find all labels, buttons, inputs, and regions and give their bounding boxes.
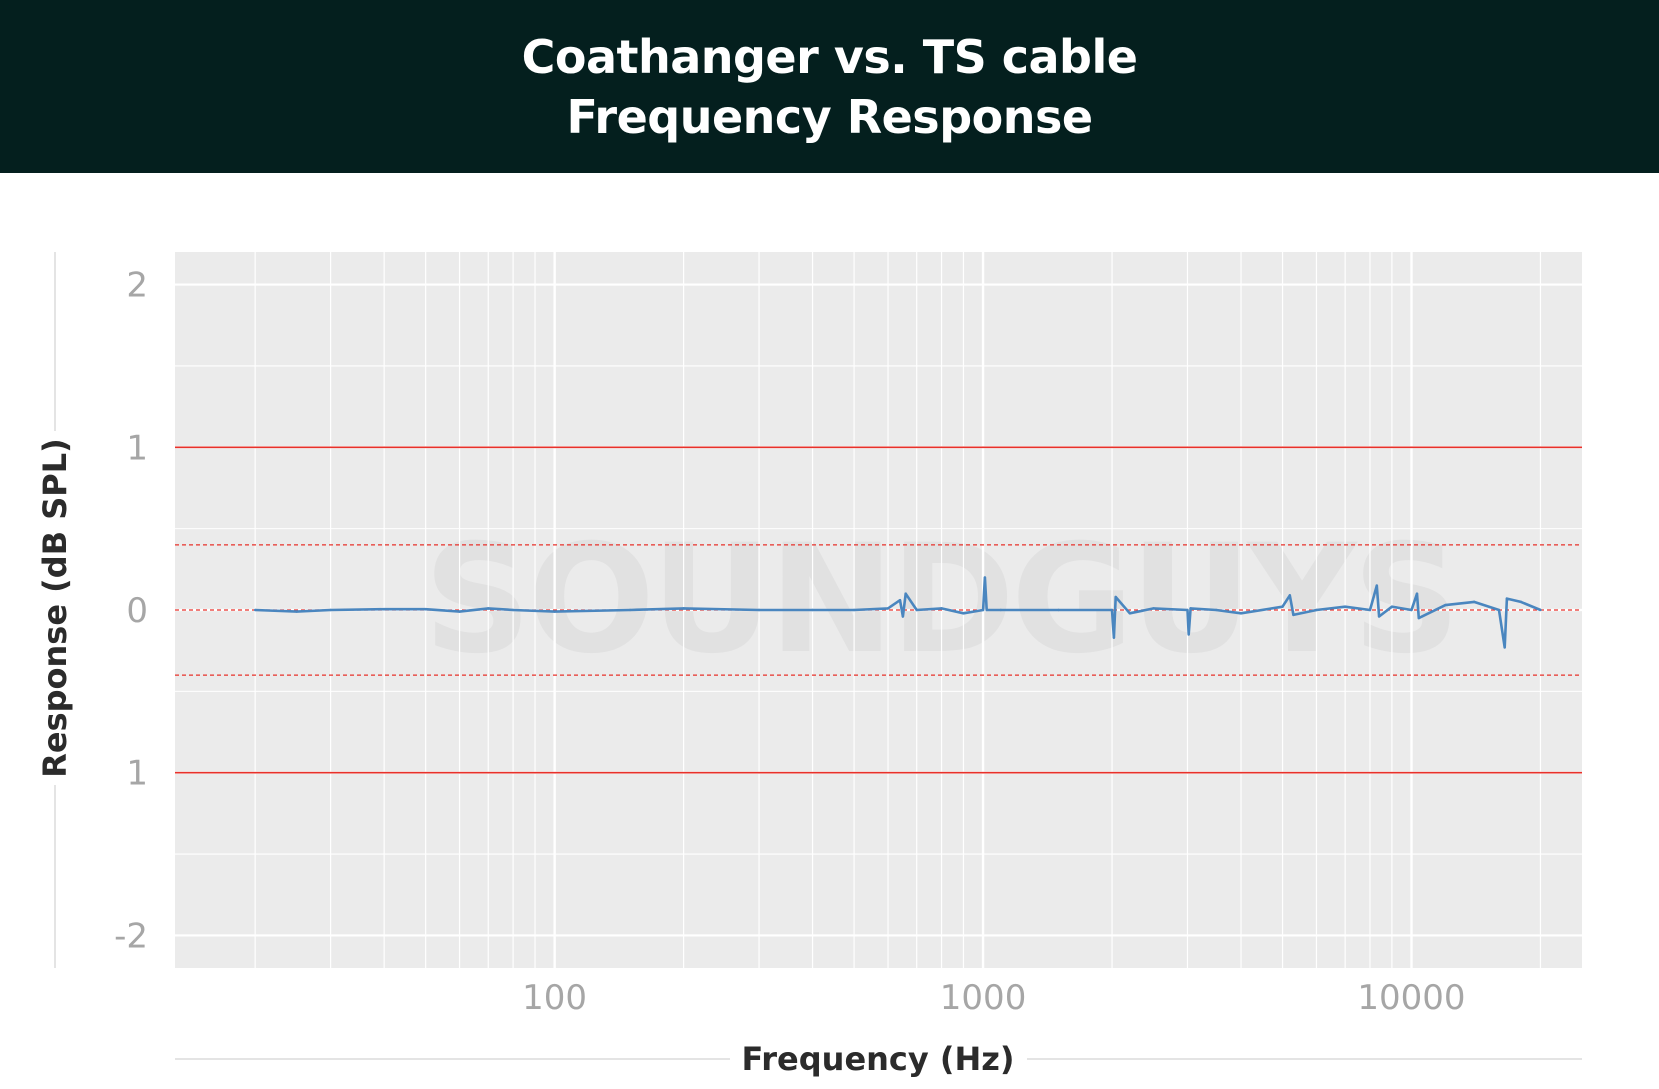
data-point — [962, 612, 965, 615]
data-point — [757, 608, 761, 612]
data-point — [487, 607, 490, 610]
data-point — [511, 608, 515, 612]
data-point — [898, 599, 902, 602]
data-point — [940, 607, 943, 610]
data-point — [382, 607, 386, 611]
data-point — [1505, 597, 1509, 600]
data-point — [1239, 612, 1243, 615]
data-point — [1390, 605, 1394, 608]
y-tick-labels: 2 1 0 1 -2 — [114, 266, 148, 957]
chart-header: Coathanger vs. TS cable Frequency Respon… — [0, 0, 1659, 173]
data-point — [852, 608, 856, 612]
x-axis-title: Frequency (Hz) — [741, 1040, 1014, 1078]
data-point — [1497, 608, 1501, 612]
data-point — [1539, 608, 1542, 612]
data-point — [1292, 613, 1295, 617]
data-point — [811, 608, 814, 612]
data-point — [1343, 605, 1347, 608]
data-point — [1503, 646, 1506, 649]
data-point — [1114, 595, 1117, 599]
series-group — [253, 576, 1542, 649]
data-point — [915, 608, 918, 612]
data-point — [981, 608, 985, 612]
frequency-response-chart: SOUNDGUYS 2 1 0 1 -2 100 1000 10000 Frequency … — [36, 252, 1582, 1078]
data-point — [886, 607, 890, 610]
y-axis-title: Response (dB SPL) — [36, 438, 74, 778]
data-point — [1214, 608, 1218, 612]
data-point — [983, 576, 987, 579]
x-tick-label: 1000 — [940, 978, 1027, 1018]
data-point — [1189, 607, 1192, 610]
data-point — [1472, 600, 1476, 604]
data-point — [1417, 616, 1421, 620]
x-tick-labels: 100 1000 10000 — [522, 978, 1465, 1018]
y-tick-label: 2 — [126, 266, 148, 306]
chart-title-line-2: Frequency Response — [566, 89, 1093, 144]
data-point — [1519, 600, 1523, 604]
x-tick-label: 100 — [522, 978, 587, 1018]
data-point — [1288, 594, 1292, 597]
soundguys-watermark: SOUNDGUYS — [424, 513, 1457, 687]
data-point — [1375, 584, 1379, 587]
x-tick-label: 10000 — [1357, 978, 1465, 1018]
data-point — [628, 608, 632, 612]
data-point — [901, 615, 905, 618]
data-point — [1377, 615, 1381, 618]
y-tick-label: 1 — [126, 428, 148, 468]
data-point — [458, 610, 461, 613]
data-point — [1057, 608, 1060, 612]
y-tick-label: -2 — [114, 916, 148, 956]
data-point — [1315, 608, 1318, 612]
chart-title-line-1: Coathanger vs. TS cable — [521, 29, 1138, 84]
data-point — [553, 610, 556, 613]
data-point — [904, 592, 907, 595]
data-point — [1368, 608, 1372, 612]
data-point — [999, 608, 1002, 612]
data-point — [985, 608, 988, 612]
data-point — [1186, 608, 1189, 612]
data-point — [682, 607, 685, 610]
y-tick-label: 0 — [126, 591, 148, 631]
data-point — [253, 608, 257, 612]
data-point — [295, 610, 298, 613]
data-point — [1281, 605, 1284, 608]
data-point — [1187, 633, 1190, 636]
data-point — [1415, 592, 1419, 595]
data-point — [1152, 607, 1155, 610]
data-point — [424, 607, 427, 611]
data-point — [329, 608, 332, 612]
data-point — [1112, 636, 1116, 639]
y-tick-label: 1 — [126, 754, 148, 794]
data-point — [1110, 608, 1114, 612]
data-point — [1444, 603, 1447, 607]
data-point — [1128, 612, 1131, 615]
data-point — [1410, 608, 1413, 612]
